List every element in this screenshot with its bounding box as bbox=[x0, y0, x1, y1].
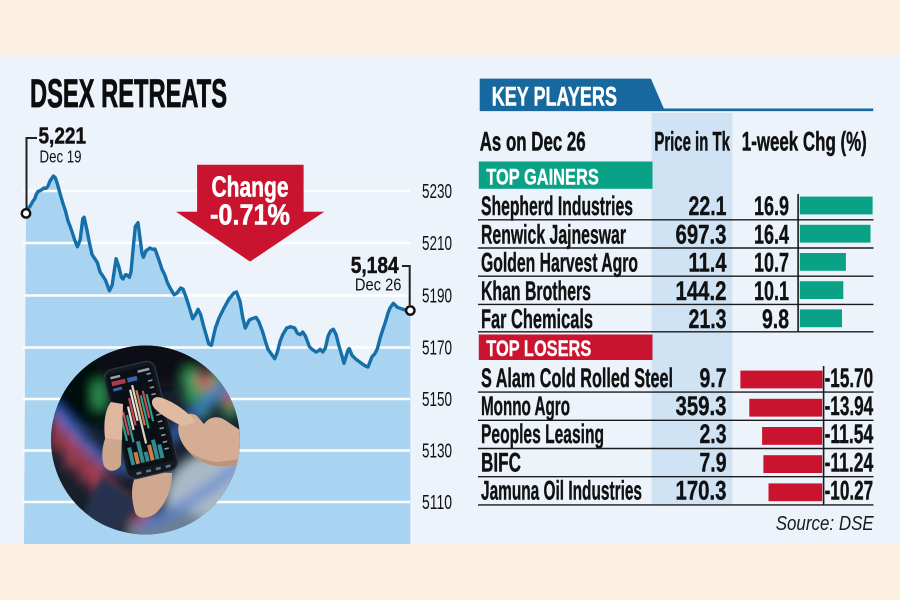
svg-text:359.3: 359.3 bbox=[676, 391, 727, 421]
svg-text:Peoples Leasing: Peoples Leasing bbox=[481, 419, 604, 449]
svg-text:-11.24: -11.24 bbox=[825, 447, 874, 477]
svg-text:-13.94: -13.94 bbox=[825, 391, 874, 421]
svg-text:TOP GAINERS: TOP GAINERS bbox=[486, 165, 599, 190]
svg-text:BIFC: BIFC bbox=[481, 447, 521, 477]
svg-text:-15.70: -15.70 bbox=[825, 363, 874, 393]
svg-text:Shepherd Industries: Shepherd Industries bbox=[481, 191, 633, 221]
svg-text:Jamuna Oil Industries: Jamuna Oil Industries bbox=[481, 476, 642, 506]
svg-text:S Alam Cold Rolled Steel: S Alam Cold Rolled Steel bbox=[481, 363, 673, 393]
svg-text:697.3: 697.3 bbox=[676, 219, 727, 249]
svg-text:1-week Chg (%): 1-week Chg (%) bbox=[742, 126, 867, 156]
svg-text:144.2: 144.2 bbox=[676, 276, 727, 306]
svg-text:Price in Tk: Price in Tk bbox=[654, 126, 730, 156]
svg-text:Golden Harvest Agro: Golden Harvest Agro bbox=[481, 248, 638, 278]
svg-text:Far Chemicals: Far Chemicals bbox=[481, 304, 593, 334]
svg-text:TOP LOSERS: TOP LOSERS bbox=[486, 336, 591, 361]
svg-text:Monno Agro: Monno Agro bbox=[481, 391, 570, 421]
svg-text:Source: DSE: Source: DSE bbox=[776, 513, 875, 535]
svg-text:170.3: 170.3 bbox=[676, 476, 727, 506]
svg-text:9.7: 9.7 bbox=[700, 363, 727, 393]
svg-text:KEY PLAYERS: KEY PLAYERS bbox=[492, 82, 617, 112]
svg-text:-11.54: -11.54 bbox=[825, 419, 874, 449]
svg-text:16.4: 16.4 bbox=[754, 219, 789, 249]
svg-text:5230: 5230 bbox=[422, 181, 452, 203]
svg-text:5,221: 5,221 bbox=[39, 123, 87, 149]
svg-text:5190: 5190 bbox=[422, 286, 452, 308]
svg-text:Change: Change bbox=[212, 172, 289, 204]
svg-text:Khan Brothers: Khan Brothers bbox=[481, 276, 591, 306]
svg-text:5210: 5210 bbox=[422, 233, 452, 255]
svg-text:Dec 19: Dec 19 bbox=[40, 147, 82, 167]
svg-text:5,184: 5,184 bbox=[351, 252, 399, 278]
svg-text:16.9: 16.9 bbox=[754, 191, 789, 221]
svg-text:5150: 5150 bbox=[422, 389, 452, 411]
svg-text:21.3: 21.3 bbox=[689, 304, 727, 334]
svg-text:22.1: 22.1 bbox=[689, 191, 727, 221]
svg-text:5130: 5130 bbox=[422, 441, 452, 463]
svg-text:-0.71%: -0.71% bbox=[210, 200, 290, 232]
svg-text:-10.27: -10.27 bbox=[825, 476, 874, 506]
svg-text:5170: 5170 bbox=[422, 338, 452, 360]
svg-text:DSEX RETREATS: DSEX RETREATS bbox=[30, 72, 227, 116]
svg-text:9.8: 9.8 bbox=[762, 304, 789, 334]
svg-text:10.7: 10.7 bbox=[754, 248, 789, 278]
svg-text:11.4: 11.4 bbox=[689, 248, 727, 278]
svg-text:7.9: 7.9 bbox=[700, 447, 727, 477]
svg-text:10.1: 10.1 bbox=[754, 276, 789, 306]
svg-text:Renwick Jajneswar: Renwick Jajneswar bbox=[481, 219, 626, 249]
svg-text:2.3: 2.3 bbox=[700, 419, 727, 449]
svg-text:Dec 26: Dec 26 bbox=[355, 275, 402, 295]
svg-text:As on Dec 26: As on Dec 26 bbox=[480, 126, 586, 156]
svg-text:5110: 5110 bbox=[422, 492, 452, 514]
